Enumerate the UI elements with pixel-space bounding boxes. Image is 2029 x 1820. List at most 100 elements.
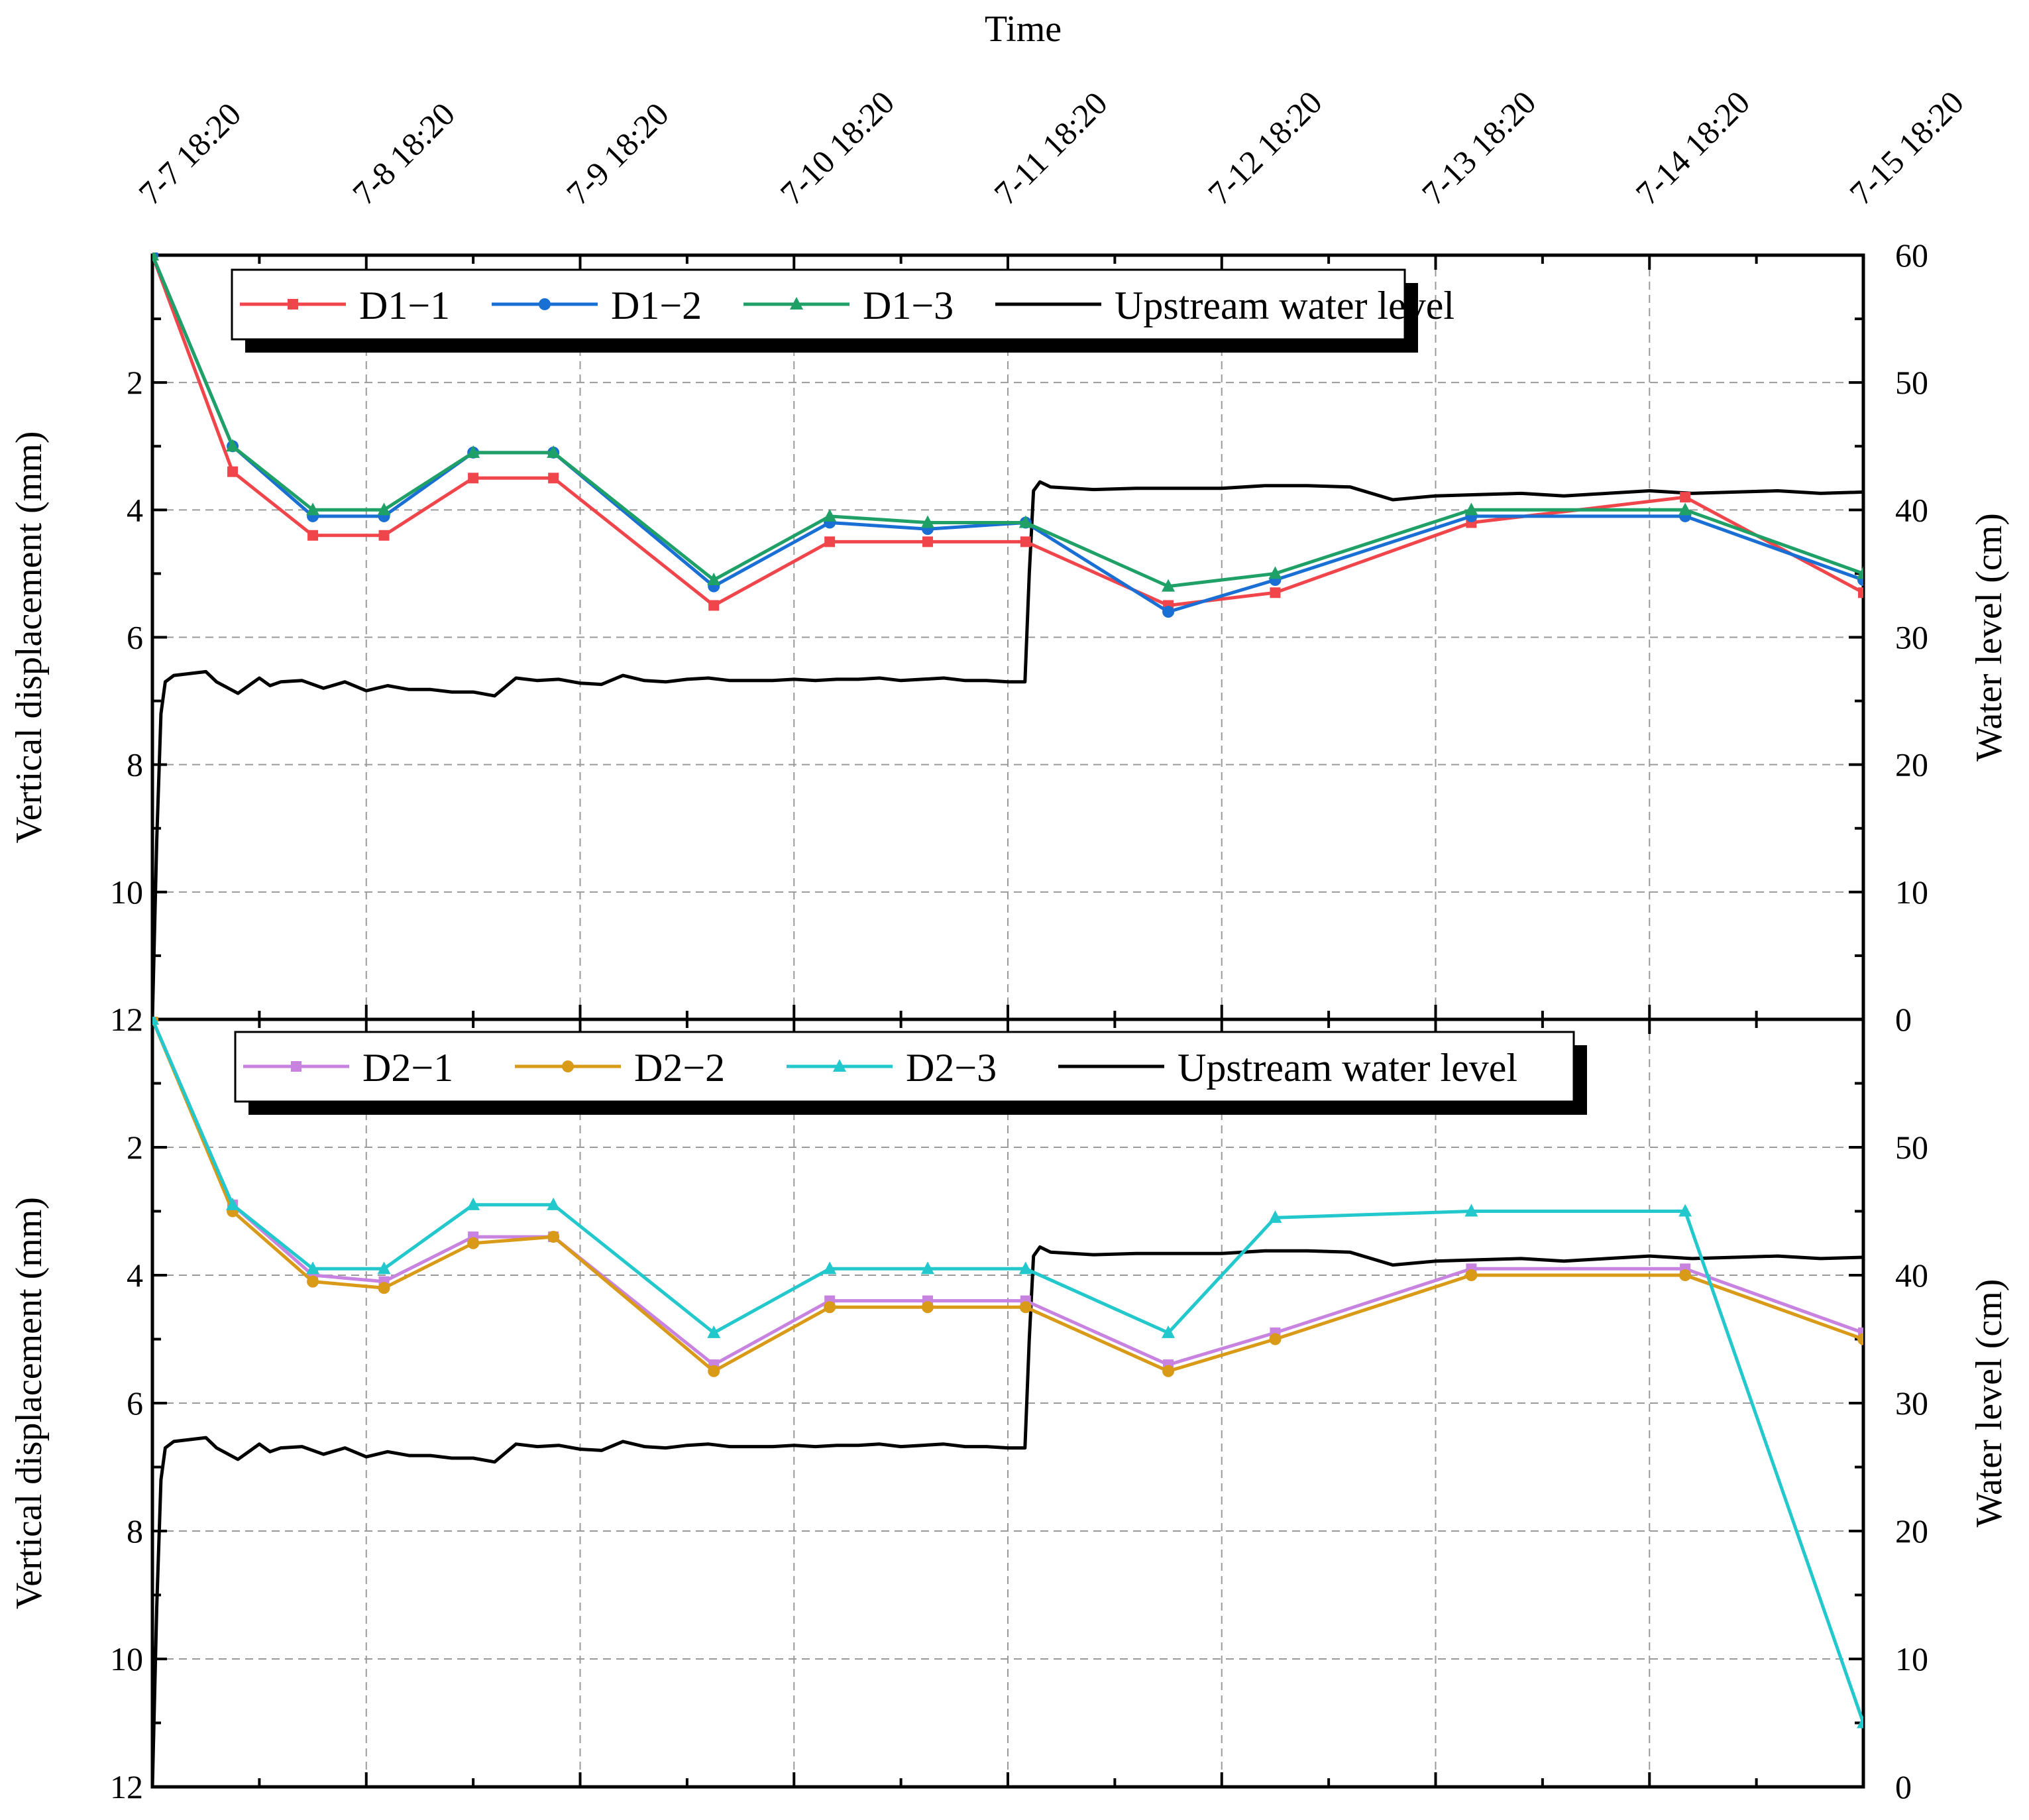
y-tick-label: 8	[127, 1512, 143, 1550]
data-point	[823, 1261, 837, 1275]
data-point	[152, 1017, 159, 1025]
top-axis-tick-label: 7-7 18:20	[131, 95, 248, 212]
data-point	[1018, 515, 1032, 528]
data-point	[548, 473, 559, 484]
data-point	[1465, 1269, 1478, 1281]
y-tick-label: 4	[127, 491, 143, 528]
data-point	[1162, 1325, 1176, 1338]
y-axis-title: Vertical displacement (mm)	[9, 431, 50, 844]
data-point	[377, 1261, 391, 1275]
data-point	[1019, 1301, 1032, 1314]
data-point	[1162, 606, 1175, 618]
data-point	[1269, 1333, 1282, 1345]
y2-tick-label: 40	[1895, 1257, 1928, 1294]
y2-axis-title: Water level (cm)	[1969, 513, 2010, 762]
legend-swatch-marker	[833, 1059, 846, 1072]
data-point	[920, 515, 934, 528]
data-point	[708, 600, 720, 611]
top-axis-tick-label: 7-11 18:20	[987, 84, 1114, 211]
top-axis-title: Time	[985, 9, 1062, 50]
y-tick-label: 10	[110, 874, 143, 911]
top-axis-tick-label: 7-9 18:20	[559, 95, 676, 212]
y-tick-label: 2	[127, 364, 143, 401]
series-d2-3	[152, 1017, 1863, 1729]
data-point	[920, 1261, 934, 1275]
legend-label: Upstream water level	[1178, 1046, 1517, 1090]
upstream-water-level-line	[152, 480, 1863, 1020]
data-point	[306, 1261, 320, 1275]
data-point	[1162, 579, 1176, 592]
data-point	[1857, 566, 1863, 579]
data-point	[1678, 502, 1692, 516]
series-d1-3	[152, 253, 1863, 592]
legend-swatch-marker	[790, 297, 803, 310]
plot-data	[152, 253, 1863, 1020]
legend-swatch-marker	[539, 298, 551, 310]
data-point	[824, 1301, 836, 1314]
y-tick-label: 10	[110, 1640, 143, 1678]
data-point	[1857, 1333, 1863, 1345]
y2-tick-label: 20	[1895, 746, 1928, 783]
data-point	[1020, 536, 1031, 547]
data-point	[547, 1197, 561, 1210]
data-point	[1268, 1210, 1282, 1223]
y2-tick-label: 10	[1895, 1640, 1928, 1678]
y2-tick-label: 10	[1895, 874, 1928, 911]
legend-label: Upstream water level	[1115, 284, 1454, 327]
data-point	[1679, 1269, 1692, 1281]
data-point	[823, 508, 837, 522]
bottom-panel: 2 4 6 8 10 12 0 10 20 30 40 50 Vertical displacement…	[9, 1017, 2010, 1805]
y-tick-label: 6	[127, 619, 143, 656]
data-point	[547, 445, 561, 458]
top-axis-tick-label: 7-13 18:20	[1415, 84, 1543, 212]
data-point	[1464, 1204, 1478, 1217]
data-point	[1680, 492, 1691, 503]
y2-tick-label: 20	[1895, 1512, 1928, 1550]
data-point	[152, 253, 159, 260]
y-tick-label: 2	[127, 1129, 143, 1166]
plot-data	[152, 1017, 1863, 1788]
top-panel: 2 4 6 8 10 12 0 10 20 30 40 50 60 Vertical displaceme…	[9, 237, 2010, 1038]
data-point	[1858, 1327, 1863, 1338]
top-axis-tick-label: 7-15 18:20	[1842, 84, 1971, 212]
legend-label: D2−3	[906, 1046, 997, 1090]
data-point	[306, 502, 320, 516]
y2-tick-label: 60	[1895, 237, 1928, 274]
y2-tick-label: 40	[1895, 491, 1928, 528]
legend: D1−1 D1−2 D1−3 Upstream water level	[231, 268, 1454, 353]
top-axis-tick-label: 7-12 18:20	[1201, 84, 1329, 212]
data-point	[1270, 587, 1281, 598]
data-point	[824, 536, 836, 547]
data-point	[467, 1237, 480, 1249]
y2-tick-label: 30	[1895, 1385, 1928, 1422]
data-point	[547, 1231, 560, 1243]
data-point	[1268, 566, 1282, 579]
legend-label: D1−1	[359, 284, 450, 327]
data-point	[226, 439, 240, 452]
data-point	[707, 573, 721, 586]
data-point	[708, 1365, 720, 1377]
data-point	[1018, 1261, 1032, 1275]
y-tick-label: 8	[127, 746, 143, 783]
data-point	[922, 536, 933, 547]
data-point	[227, 466, 239, 477]
top-axis-ticks: 7-7 18:20 7-8 18:20 7-9 18:20 7-10 18:20 7-1…	[131, 84, 1971, 212]
top-axis-tick-label: 7-8 18:20	[345, 95, 462, 212]
legend-label: D1−3	[863, 284, 954, 327]
legend-label: D2−2	[634, 1046, 725, 1090]
data-point	[707, 1325, 721, 1338]
data-point	[468, 473, 479, 484]
y2-tick-label: 50	[1895, 364, 1928, 401]
series-d2-2	[152, 1017, 1863, 1377]
y2-axis-title: Water level (cm)	[1969, 1279, 2010, 1528]
legend: D2−1 D2−2 D2−3 Upstream water level	[234, 1031, 1587, 1115]
data-point	[378, 530, 390, 541]
data-point	[307, 1275, 319, 1288]
data-point	[921, 1301, 934, 1314]
data-point	[466, 445, 480, 458]
legend-swatch-marker	[288, 299, 298, 310]
data-point	[466, 1197, 480, 1210]
y-tick-label: 4	[127, 1257, 143, 1294]
legend-swatch-marker	[291, 1061, 302, 1072]
